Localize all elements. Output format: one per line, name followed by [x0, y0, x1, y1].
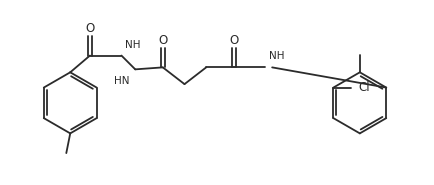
- Text: NH: NH: [269, 51, 285, 61]
- Text: NH: NH: [125, 40, 141, 50]
- Text: HN: HN: [114, 76, 129, 86]
- Text: Cl: Cl: [358, 81, 370, 94]
- Text: O: O: [85, 22, 95, 36]
- Text: O: O: [158, 34, 168, 47]
- Text: O: O: [229, 34, 238, 47]
